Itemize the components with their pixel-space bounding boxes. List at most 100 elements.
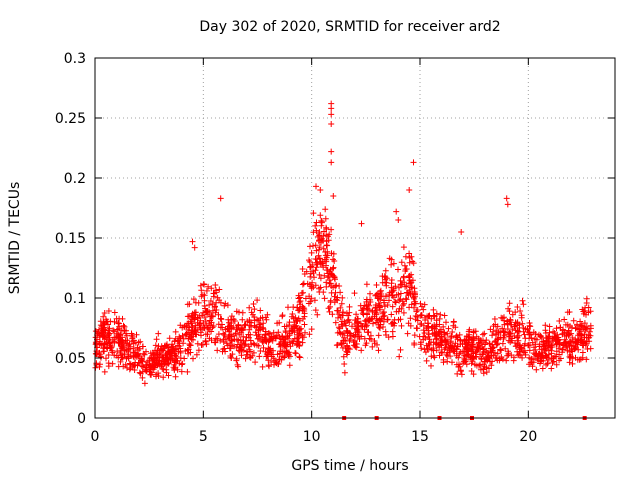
data-point	[292, 349, 299, 356]
data-point	[521, 349, 528, 356]
data-point	[187, 349, 194, 356]
data-point	[581, 307, 588, 314]
data-point	[422, 335, 429, 341]
data-point	[152, 342, 159, 349]
data-point	[143, 348, 149, 355]
data-point	[469, 341, 476, 348]
data-point	[203, 287, 210, 294]
data-point	[392, 298, 398, 305]
data-point	[572, 336, 579, 343]
data-point	[179, 332, 186, 339]
data-point	[339, 340, 346, 347]
data-point	[175, 348, 182, 355]
data-point	[209, 324, 216, 331]
data-point	[100, 319, 107, 326]
data-point	[496, 357, 503, 364]
data-point	[395, 217, 402, 223]
data-point	[116, 315, 123, 322]
data-point	[310, 210, 317, 217]
data-point	[265, 330, 272, 336]
data-point	[185, 346, 192, 353]
data-point	[323, 283, 330, 290]
data-point	[279, 313, 286, 320]
data-point	[246, 346, 253, 353]
data-point	[436, 321, 443, 328]
data-point	[346, 309, 353, 316]
data-point	[421, 301, 428, 308]
data-point	[213, 307, 220, 313]
data-point	[306, 331, 313, 338]
data-point	[170, 343, 177, 350]
data-point	[313, 183, 319, 190]
data-point	[255, 335, 262, 342]
data-point	[576, 328, 583, 335]
data-point	[584, 346, 591, 352]
data-point	[239, 316, 246, 323]
data-point	[445, 325, 452, 332]
data-point	[101, 320, 108, 327]
data-point	[402, 283, 409, 290]
data-point	[421, 330, 428, 336]
data-point	[375, 332, 382, 339]
data-point	[537, 332, 544, 339]
data-point	[317, 187, 324, 193]
data-point	[165, 360, 171, 366]
data-point	[261, 336, 268, 343]
data-point	[285, 335, 291, 342]
data-point	[393, 208, 400, 215]
data-point	[550, 355, 557, 362]
data-point	[101, 310, 108, 316]
data-point	[105, 308, 112, 314]
data-point	[515, 337, 522, 344]
data-point	[484, 357, 491, 364]
data-point	[408, 301, 415, 308]
y-axis-label: SRMTID / TECUs	[7, 182, 23, 295]
data-point	[564, 330, 571, 337]
data-point	[587, 325, 594, 332]
data-point	[319, 235, 325, 242]
data-point	[374, 290, 381, 297]
data-point	[254, 323, 260, 330]
data-point	[388, 261, 395, 268]
data-point	[158, 363, 164, 370]
data-point	[398, 305, 405, 312]
data-point	[100, 348, 107, 355]
data-point	[448, 334, 455, 341]
data-point	[417, 312, 424, 319]
data-point	[212, 335, 219, 342]
data-point	[215, 331, 222, 338]
data-point	[468, 368, 475, 374]
data-point	[519, 320, 526, 327]
data-point	[574, 322, 581, 329]
data-point	[351, 342, 358, 349]
data-point	[418, 320, 425, 327]
data-point	[416, 333, 423, 340]
data-point	[191, 309, 198, 316]
data-point	[313, 247, 320, 254]
data-point	[120, 322, 127, 329]
data-point	[377, 317, 384, 324]
data-point	[433, 310, 440, 317]
data-point	[259, 324, 266, 331]
data-point	[572, 354, 579, 361]
data-point	[263, 353, 270, 360]
data-point	[401, 262, 408, 269]
data-point	[512, 319, 519, 326]
data-point	[185, 326, 192, 333]
data-point	[488, 362, 495, 369]
data-point	[367, 296, 373, 303]
data-point	[132, 339, 139, 346]
data-point	[250, 301, 257, 307]
data-point	[366, 335, 373, 342]
data-point	[266, 337, 273, 344]
axis-ticks: 0 0.05 0.1 0.15 0.2 0.25 0.3 0 5 10 15 20	[55, 51, 615, 445]
data-point	[396, 284, 402, 291]
data-point	[537, 360, 543, 367]
data-point	[132, 362, 138, 369]
data-point	[147, 371, 154, 378]
data-point	[214, 294, 221, 301]
data-point	[242, 321, 249, 328]
data-point	[583, 342, 589, 349]
data-point	[444, 358, 451, 365]
data-point	[103, 355, 109, 362]
